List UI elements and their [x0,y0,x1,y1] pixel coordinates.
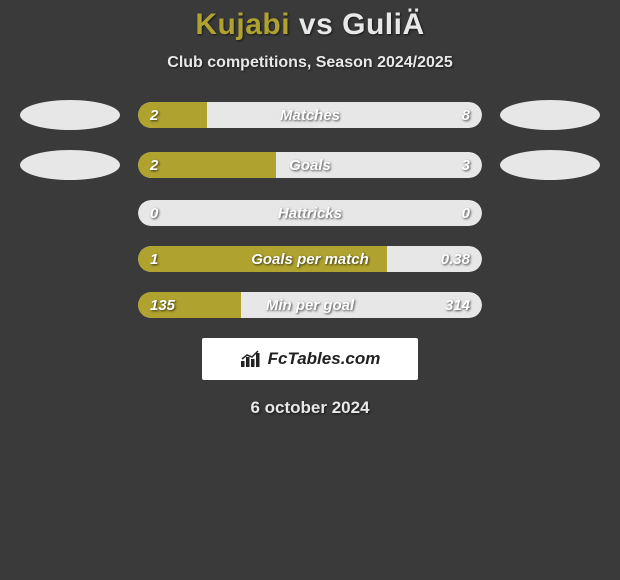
brand-text: FcTables.com [268,349,381,369]
title-player1: Kujabi [195,8,290,41]
stat-row: 23Goals [0,150,620,180]
avatar-player1 [20,150,120,180]
avatar-player2 [500,150,600,180]
comparison-container: Kujabi vs GuliÄ Club competitions, Seaso… [0,0,620,418]
stat-row: 00Hattricks [0,200,620,226]
page-title: Kujabi vs GuliÄ [0,8,620,42]
stat-row: 28Matches [0,100,620,130]
stat-bar: 23Goals [138,152,482,178]
stat-bar: 28Matches [138,102,482,128]
stat-bar: 135314Min per goal [138,292,482,318]
stat-label: Goals [138,152,482,178]
title-player2: GuliÄ [342,8,425,41]
avatar-player2 [500,100,600,130]
title-vs: vs [299,8,333,41]
stat-label: Goals per match [138,246,482,272]
stat-label: Hattricks [138,200,482,226]
stat-label: Min per goal [138,292,482,318]
stats-area: 28Matches 23Goals 00Hattricks 10.38Goals pe… [0,100,620,318]
date-label: 6 october 2024 [0,398,620,418]
chart-icon [240,350,262,368]
stat-label: Matches [138,102,482,128]
avatar-player1 [20,100,120,130]
stat-row: 135314Min per goal [0,292,620,318]
brand-box[interactable]: FcTables.com [202,338,418,380]
stat-row: 10.38Goals per match [0,246,620,272]
stat-bar: 10.38Goals per match [138,246,482,272]
stat-bar: 00Hattricks [138,200,482,226]
subtitle: Club competitions, Season 2024/2025 [0,54,620,72]
